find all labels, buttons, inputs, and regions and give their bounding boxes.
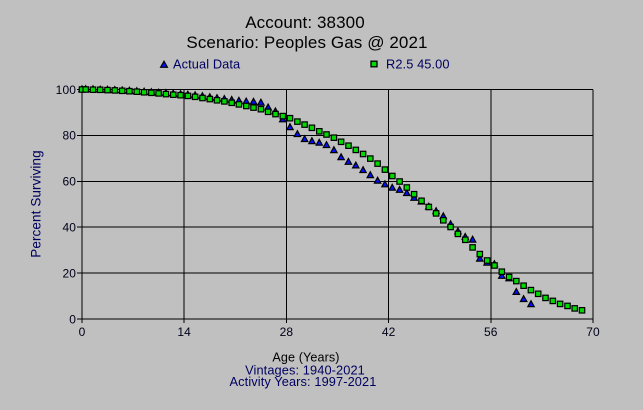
svg-text:80: 80 bbox=[62, 129, 76, 143]
svg-text:Vintages: 1940-2021: Vintages: 1940-2021 bbox=[245, 362, 365, 377]
svg-text:14: 14 bbox=[177, 325, 191, 339]
svg-text:56: 56 bbox=[484, 325, 498, 339]
svg-text:R2.5 45.00: R2.5 45.00 bbox=[386, 56, 450, 71]
svg-text:100: 100 bbox=[56, 83, 77, 97]
svg-text:28: 28 bbox=[280, 325, 294, 339]
svg-text:0: 0 bbox=[79, 325, 86, 339]
svg-text:60: 60 bbox=[62, 175, 76, 189]
svg-text:40: 40 bbox=[62, 221, 76, 235]
svg-text:Actual Data: Actual Data bbox=[173, 56, 241, 71]
svg-text:Percent Surviving: Percent Surviving bbox=[29, 150, 44, 258]
svg-text:0: 0 bbox=[69, 312, 76, 326]
svg-text:70: 70 bbox=[586, 325, 600, 339]
svg-text:Activity Years: 1997-2021: Activity Years: 1997-2021 bbox=[230, 374, 377, 389]
svg-text:42: 42 bbox=[382, 325, 396, 339]
svg-text:Scenario: Peoples Gas @ 2021: Scenario: Peoples Gas @ 2021 bbox=[186, 33, 427, 52]
svg-text:20: 20 bbox=[62, 266, 76, 280]
svg-text:Age (Years): Age (Years) bbox=[272, 350, 339, 364]
svg-text:Account: 38300: Account: 38300 bbox=[245, 13, 365, 32]
